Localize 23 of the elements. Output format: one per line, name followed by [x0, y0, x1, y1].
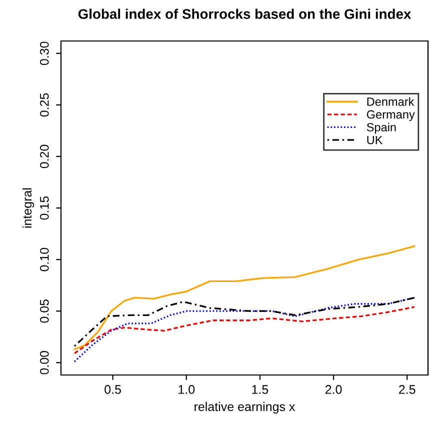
chart-title: Global index of Shorrocks based on the Gini index — [78, 8, 412, 19]
legend-label: Germany — [366, 110, 415, 121]
line-series — [74, 296, 416, 362]
x-tick-label: 1.5 — [252, 385, 268, 394]
y-tick-label: 0.10 — [40, 248, 49, 272]
y-tick-label: 0.00 — [40, 350, 49, 374]
y-tick-label: 0.25 — [40, 93, 49, 117]
y-tick-label: 0.05 — [40, 299, 49, 323]
legend-label: Spain — [366, 122, 396, 134]
x-tick-label: 2.5 — [399, 385, 416, 394]
line-series — [74, 296, 416, 347]
y-tick-label: 0.20 — [40, 144, 49, 168]
x-tick-label: 2.0 — [325, 385, 342, 394]
x-axis-title: relative earnings x — [194, 402, 296, 414]
line-series — [74, 245, 416, 350]
legend-label: UK — [367, 136, 383, 144]
y-tick-label: 0.30 — [40, 42, 49, 66]
x-tick-label: 1.0 — [178, 385, 195, 394]
x-tick-label: 0.5 — [104, 385, 121, 394]
line-series — [74, 306, 416, 354]
y-axis-title: integral — [22, 188, 34, 228]
y-tick-label: 0.15 — [40, 196, 49, 220]
legend-label: Denmark — [367, 97, 414, 106]
